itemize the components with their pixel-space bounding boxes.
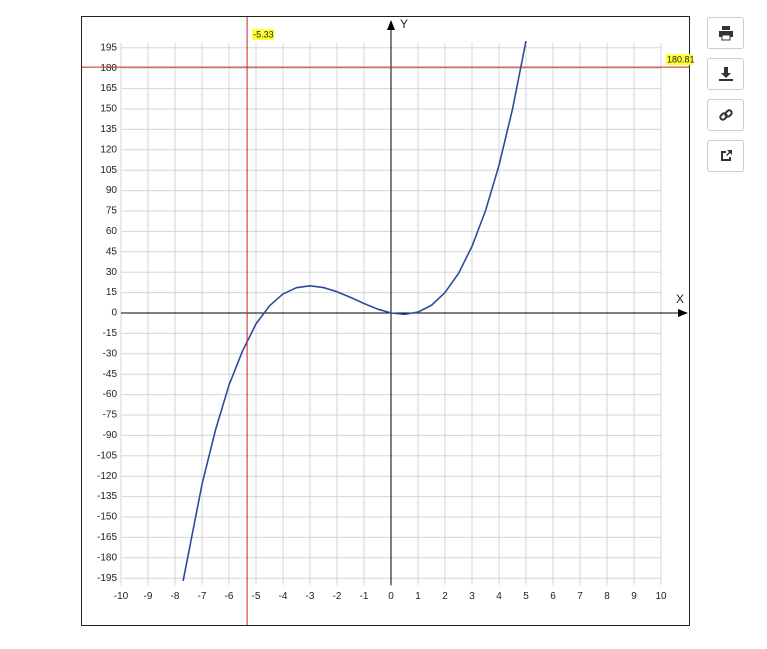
x-tick-label: 1: [415, 591, 421, 602]
print-icon: [718, 26, 733, 41]
x-tick-label: 2: [442, 591, 448, 602]
y-tick-label: 60: [106, 226, 118, 237]
x-tick-label: 6: [550, 591, 556, 602]
x-tick-label: -4: [279, 591, 288, 602]
y-tick-label: -90: [103, 430, 118, 441]
x-tick-label: -2: [333, 591, 342, 602]
x-tick-label: -10: [114, 591, 129, 602]
y-tick-label: -15: [103, 328, 118, 339]
y-tick-label: 75: [106, 206, 118, 217]
x-tick-label: 0: [388, 591, 394, 602]
y-tick-label: 195: [100, 42, 117, 53]
share-icon: [720, 150, 732, 161]
y-tick-label: 120: [100, 144, 117, 155]
x-tick-label: -5: [252, 591, 261, 602]
chart: Y X -10 -9 -8 -7 -6 -5 -4 -3 -2 -1 0 1 2 3 4 5 6 7 8 9 10-19…: [81, 16, 695, 626]
y-tick-label: 180: [100, 63, 117, 74]
x-tick-label: 3: [469, 591, 475, 602]
x-axis-arrow: [678, 309, 688, 317]
y-tick-label: 165: [100, 83, 117, 94]
y-tick-label: -120: [97, 471, 117, 482]
x-tick-label: 4: [496, 591, 502, 602]
crosshair-x-label: -5.33: [253, 29, 274, 39]
x-tick-label: -8: [171, 591, 180, 602]
axes: [121, 20, 688, 586]
download-icon: [718, 67, 733, 81]
y-tick-label: 0: [111, 308, 117, 319]
y-tick-label: 150: [100, 104, 117, 115]
crosshair-x-label-bg: [252, 29, 275, 40]
chart-frame: [81, 16, 690, 626]
crosshair-y-label-bg: [666, 54, 693, 66]
x-tick-label: 10: [655, 591, 667, 602]
y-tick-label: 135: [100, 124, 117, 135]
x-axis-label: X: [676, 292, 684, 306]
crosshair-y-label: 180.81: [667, 54, 695, 64]
y-tick-label: -195: [97, 573, 117, 584]
x-tick-label: -6: [225, 591, 234, 602]
print-button[interactable]: [707, 17, 744, 49]
y-tick-label: -45: [103, 369, 118, 380]
y-tick-label: -165: [97, 532, 117, 543]
download-button[interactable]: [707, 58, 744, 90]
x-tick-label: 7: [577, 591, 583, 602]
y-tick-label: -135: [97, 491, 117, 502]
x-tick-label: -7: [198, 591, 207, 602]
x-tick-label: -3: [306, 591, 315, 602]
y-axis-label: Y: [400, 17, 408, 31]
x-tick-label: 9: [631, 591, 637, 602]
x-tick-label: 5: [523, 591, 529, 602]
y-tick-label: -30: [103, 348, 118, 359]
y-tick-label: -180: [97, 552, 117, 563]
x-tick-label: 8: [604, 591, 610, 602]
y-tick-label: -105: [97, 450, 117, 461]
y-tick-label: 15: [106, 287, 118, 298]
y-axis-arrow: [387, 20, 395, 30]
share-button[interactable]: [707, 140, 744, 172]
y-tick-label: 105: [100, 165, 117, 176]
y-tick-label: 90: [106, 185, 118, 196]
y-tick-label: 45: [106, 246, 118, 257]
x-tick-label: -9: [144, 591, 153, 602]
y-tick-label: -75: [103, 410, 118, 421]
y-tick-label: -60: [103, 389, 118, 400]
function-curve: [182, 40, 527, 582]
x-tick-label: -1: [360, 591, 369, 602]
y-tick-label: -150: [97, 512, 117, 523]
link-icon: [718, 109, 733, 121]
link-button[interactable]: [707, 99, 744, 131]
y-tick-label: 30: [106, 267, 118, 278]
